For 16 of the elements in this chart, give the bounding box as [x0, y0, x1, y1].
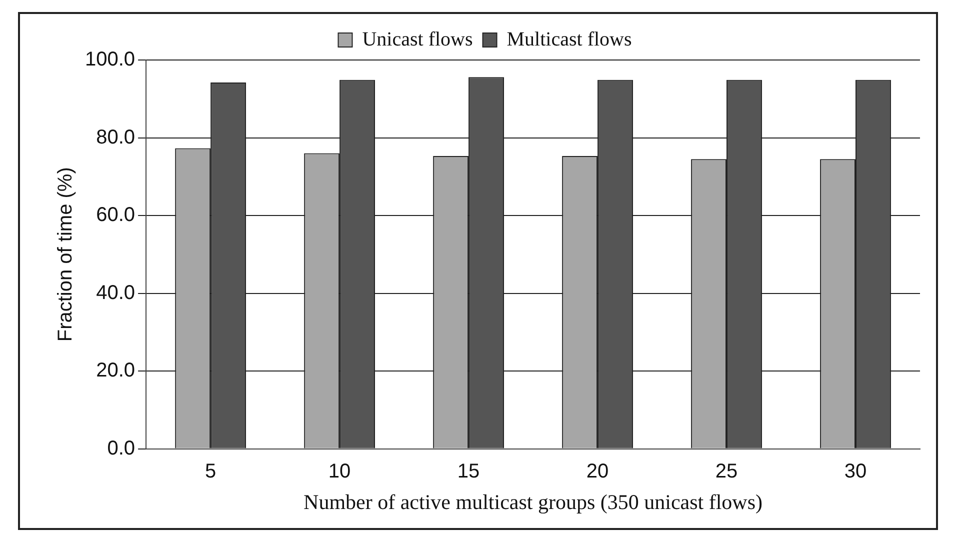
- y-tick-label: 80.0: [96, 126, 136, 148]
- x-tick-label: 10: [328, 460, 351, 482]
- y-tick-label: 0.0: [107, 437, 136, 460]
- x-tick-label: 30: [844, 460, 867, 482]
- legend-label: Unicast flows: [362, 28, 473, 50]
- x-tick-label: 5: [204, 460, 216, 482]
- x-tick-label: 20: [586, 460, 609, 482]
- x-axis-title: Number of active multicast groups (350 unicast flows): [304, 490, 763, 514]
- y-tick-label: 60.0: [96, 204, 136, 226]
- x-tick-label: 25: [715, 460, 738, 482]
- y-axis-title: Fraction of time (%): [54, 167, 77, 342]
- x-tick-label: 15: [457, 460, 480, 482]
- y-tick-label: 40.0: [96, 282, 136, 304]
- y-tick-label: 100.0: [84, 48, 136, 71]
- y-tick-label: 20.0: [96, 360, 136, 382]
- legend-label: Multicast flows: [506, 28, 632, 50]
